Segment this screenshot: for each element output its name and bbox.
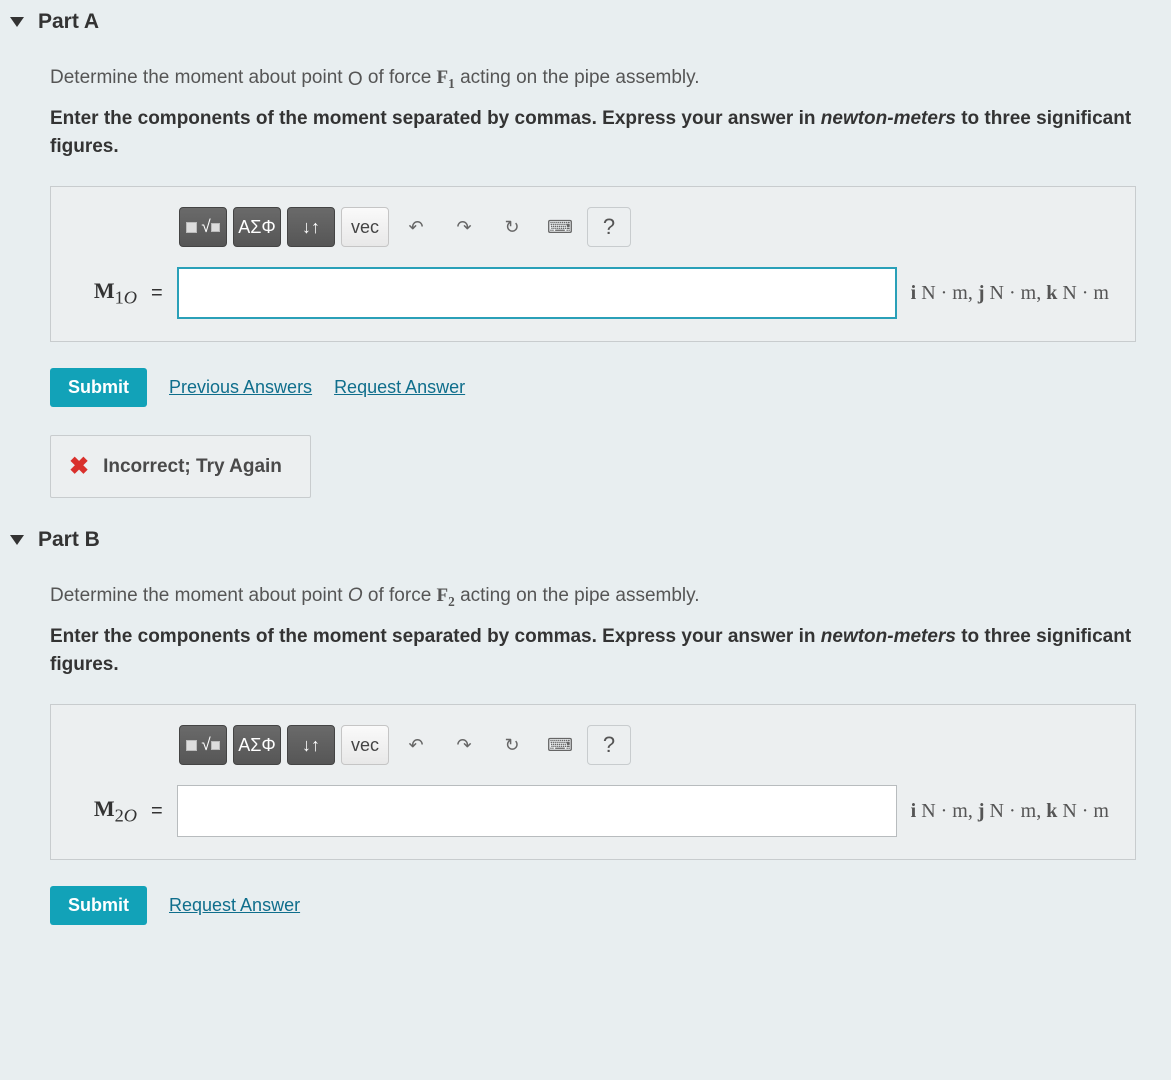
part-a-instructions: Enter the components of the moment separ…: [50, 105, 1171, 160]
collapse-caret-icon: [10, 17, 24, 27]
reset-button[interactable]: ↻: [491, 207, 533, 247]
template-button[interactable]: √: [179, 725, 227, 765]
part-b-answer-input[interactable]: [177, 785, 897, 837]
greek-button[interactable]: ΑΣΦ: [233, 725, 281, 765]
help-button[interactable]: ?: [587, 725, 631, 765]
subsup-button[interactable]: ↓↑: [287, 725, 335, 765]
equation-toolbar: √ ΑΣΦ ↓↑ vec ↶ ↷ ↻ ⌨ ?: [179, 725, 1117, 765]
redo-button[interactable]: ↷: [443, 725, 485, 765]
part-b-units: i N · m, j N · m, k N · m: [911, 800, 1117, 823]
part-b-title: Part B: [38, 528, 100, 552]
part-a-variable-label: M1O: [69, 278, 137, 308]
redo-button[interactable]: ↷: [443, 207, 485, 247]
part-a-answer-panel: √ ΑΣΦ ↓↑ vec ↶ ↷ ↻ ⌨ ? M1O = i N · m, j …: [50, 186, 1136, 342]
part-a-feedback: ✖ Incorrect; Try Again: [50, 435, 311, 498]
collapse-caret-icon: [10, 535, 24, 545]
reset-button[interactable]: ↻: [491, 725, 533, 765]
request-answer-link[interactable]: Request Answer: [334, 377, 465, 398]
keyboard-button[interactable]: ⌨: [539, 207, 581, 247]
vec-button[interactable]: vec: [341, 725, 389, 765]
subsup-button[interactable]: ↓↑: [287, 207, 335, 247]
part-a-header[interactable]: Part A: [0, 0, 1171, 52]
equation-toolbar: √ ΑΣΦ ↓↑ vec ↶ ↷ ↻ ⌨ ?: [179, 207, 1117, 247]
undo-button[interactable]: ↶: [395, 207, 437, 247]
part-a-actions: Submit Previous Answers Request Answer: [50, 368, 1171, 407]
submit-button[interactable]: Submit: [50, 886, 147, 925]
request-answer-link[interactable]: Request Answer: [169, 895, 300, 916]
submit-button[interactable]: Submit: [50, 368, 147, 407]
part-b-prompt: Determine the moment about point O of fo…: [50, 582, 1171, 611]
part-a-prompt: Determine the moment about point O of fo…: [50, 64, 1171, 93]
equals-sign: =: [151, 282, 163, 305]
previous-answers-link[interactable]: Previous Answers: [169, 377, 312, 398]
help-button[interactable]: ?: [587, 207, 631, 247]
part-b-actions: Submit Request Answer: [50, 886, 1171, 925]
greek-button[interactable]: ΑΣΦ: [233, 207, 281, 247]
equals-sign: =: [151, 800, 163, 823]
part-b-variable-label: M2O: [69, 796, 137, 826]
undo-button[interactable]: ↶: [395, 725, 437, 765]
part-b-instructions: Enter the components of the moment separ…: [50, 623, 1171, 678]
keyboard-button[interactable]: ⌨: [539, 725, 581, 765]
part-a-title: Part A: [38, 10, 99, 34]
part-a-section: Part A Determine the moment about point …: [0, 0, 1171, 518]
part-a-units: i N · m, j N · m, k N · m: [911, 282, 1117, 305]
part-b-header[interactable]: Part B: [0, 518, 1171, 570]
part-b-section: Part B Determine the moment about point …: [0, 518, 1171, 945]
part-a-answer-input[interactable]: [177, 267, 897, 319]
part-b-answer-panel: √ ΑΣΦ ↓↑ vec ↶ ↷ ↻ ⌨ ? M2O = i N · m, j …: [50, 704, 1136, 860]
template-button[interactable]: √: [179, 207, 227, 247]
incorrect-icon: ✖: [69, 452, 89, 481]
vec-button[interactable]: vec: [341, 207, 389, 247]
feedback-text: Incorrect; Try Again: [103, 456, 282, 478]
